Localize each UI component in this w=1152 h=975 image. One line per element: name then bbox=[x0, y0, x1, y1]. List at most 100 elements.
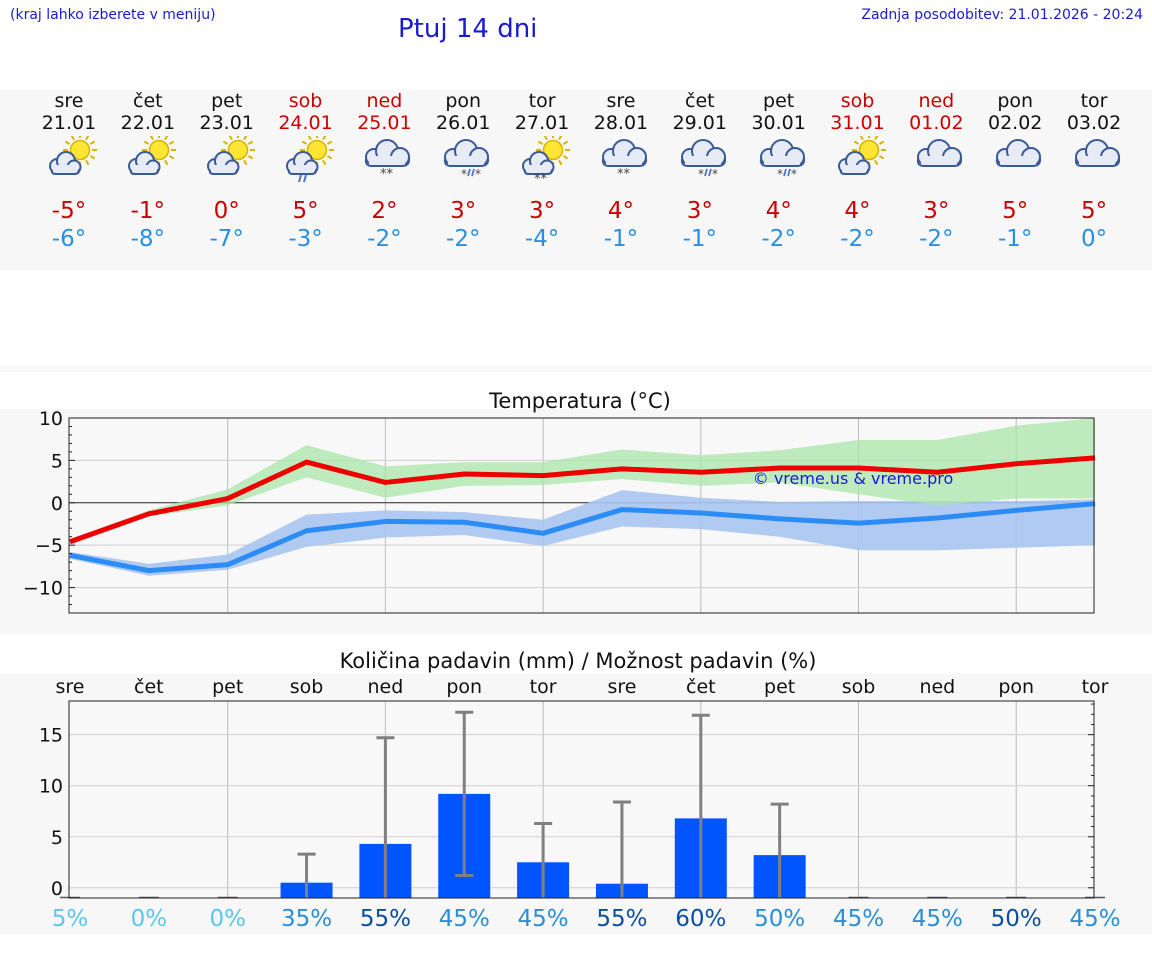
day-name: čet bbox=[685, 90, 715, 112]
precipitation-probability: 5% bbox=[52, 906, 89, 932]
precipitation-probability: 45% bbox=[833, 906, 884, 932]
day-date: 31.01 bbox=[830, 112, 885, 134]
day-name: pet bbox=[763, 90, 795, 112]
day-name: tor bbox=[1080, 90, 1108, 112]
precipitation-chart-title: Količina padavin (mm) / Možnost padavin … bbox=[340, 649, 817, 673]
day-label: sre bbox=[607, 676, 636, 698]
day-name: pon bbox=[445, 90, 482, 112]
day-date: 02.02 bbox=[987, 112, 1043, 134]
precipitation-probability: 0% bbox=[209, 906, 246, 932]
min-temperature: -3° bbox=[288, 226, 323, 252]
day-label: sob bbox=[290, 676, 324, 698]
cloud-icon bbox=[993, 136, 1045, 184]
max-range-band bbox=[70, 418, 1096, 544]
day-name: pon bbox=[997, 90, 1034, 112]
cloud-snow-icon: ** bbox=[599, 136, 651, 184]
precipitation-probability: 55% bbox=[360, 906, 411, 932]
precipitation-probability: 45% bbox=[912, 906, 963, 932]
svg-text:*: * bbox=[461, 167, 467, 181]
precipitation-probability: 50% bbox=[991, 906, 1042, 932]
sun-cloud-rain-icon bbox=[284, 133, 336, 184]
precipitation-probabilities: 5% 0% 0% 35% 55% 45% 45% 55% 60% 50% 45% 45% 50% 45% bbox=[52, 906, 1121, 932]
sun-cloud-snow-icon: ** bbox=[520, 133, 572, 187]
temperature-chart-title: Temperatura (°C) bbox=[488, 389, 671, 413]
svg-text:*: * bbox=[791, 167, 797, 181]
day-label: čet bbox=[686, 676, 716, 698]
day-date: 29.01 bbox=[672, 112, 727, 134]
min-temperature: -8° bbox=[130, 226, 166, 252]
min-temperature-line bbox=[69, 501, 1096, 574]
y-tick-label: 5 bbox=[51, 450, 63, 472]
day-label: pon bbox=[998, 676, 1034, 698]
max-temperature: 5° bbox=[292, 198, 319, 224]
precipitation-bars bbox=[60, 710, 1106, 899]
sun-cloud-icon bbox=[205, 133, 257, 184]
max-temperature: -5° bbox=[51, 198, 87, 224]
day-name: tor bbox=[528, 90, 556, 112]
cloud-icon bbox=[914, 136, 966, 184]
plot-frame bbox=[68, 700, 1095, 899]
day-label: pet bbox=[212, 676, 243, 698]
day-label: sob bbox=[842, 676, 876, 698]
svg-text:*: * bbox=[777, 167, 783, 181]
cloud-sleet-icon: * * bbox=[757, 136, 809, 184]
day-date: 26.01 bbox=[436, 112, 491, 134]
max-temperature: 4° bbox=[765, 198, 792, 224]
day-label: tor bbox=[530, 676, 557, 698]
cloud-sleet-icon: * * bbox=[441, 136, 493, 184]
day-label: pon bbox=[446, 676, 482, 698]
min-temperature: -2° bbox=[367, 226, 402, 252]
min-temperature: -1° bbox=[682, 226, 718, 252]
watermark-text: © vreme.us & vreme.pro bbox=[753, 469, 954, 488]
svg-text:*: * bbox=[698, 167, 704, 181]
day-label: čet bbox=[134, 676, 164, 698]
min-range-band bbox=[70, 490, 1096, 576]
sun-cloud-icon bbox=[836, 133, 888, 184]
temperature-y-axis: 10 5 0 −5 −10 bbox=[23, 408, 1095, 614]
y-tick-label: 10 bbox=[39, 408, 63, 430]
precipitation-probability: 35% bbox=[281, 906, 332, 932]
day-name: sob bbox=[840, 90, 875, 112]
min-temperature: -6° bbox=[51, 226, 87, 252]
y-tick-label: −5 bbox=[35, 535, 63, 557]
max-temperature: 3° bbox=[529, 198, 556, 224]
min-temperature: -2° bbox=[446, 226, 481, 252]
y-tick-label: 0 bbox=[51, 878, 63, 900]
max-temperature-line bbox=[69, 455, 1096, 545]
min-temperature: -4° bbox=[524, 226, 560, 252]
min-temperature: -1° bbox=[603, 226, 639, 252]
precipitation-probability: 50% bbox=[754, 906, 805, 932]
y-tick-label: 15 bbox=[39, 725, 63, 747]
page-title: Ptuj 14 dni bbox=[398, 14, 538, 44]
max-temperature: 3° bbox=[923, 198, 950, 224]
day-name: sre bbox=[606, 90, 636, 112]
y-tick-label: 5 bbox=[51, 827, 63, 849]
day-label: ned bbox=[919, 676, 955, 698]
day-name: sob bbox=[288, 90, 323, 112]
last-update-text: Zadnja posodobitev: 21.01.2026 - 20:24 bbox=[861, 7, 1143, 23]
svg-text:*: * bbox=[712, 167, 718, 181]
location-menu-hint[interactable]: (kraj lahko izberete v meniju) bbox=[10, 7, 216, 23]
day-date: 03.02 bbox=[1066, 112, 1122, 134]
sun-cloud-icon bbox=[126, 133, 178, 184]
day-label: pet bbox=[764, 676, 795, 698]
max-temperature: 4° bbox=[607, 198, 634, 224]
cloud-snow-icon: ** bbox=[362, 136, 414, 184]
max-temperature: 5° bbox=[1002, 198, 1029, 224]
temperature-bands bbox=[70, 418, 1096, 576]
precipitation-probability: 45% bbox=[1069, 906, 1120, 932]
y-tick-label: −10 bbox=[23, 578, 63, 600]
day-label: ned bbox=[368, 676, 404, 698]
day-date: 27.01 bbox=[514, 112, 570, 134]
day-name: pet bbox=[211, 90, 243, 112]
min-temperature: -1° bbox=[997, 226, 1033, 252]
precipitation-day-labels: sre čet pet sob ned pon tor sre čet pet sob ned pon t… bbox=[56, 676, 1109, 698]
day-date: 25.01 bbox=[357, 112, 412, 134]
day-date: 21.01 bbox=[41, 112, 97, 134]
y-tick-label: 0 bbox=[51, 493, 63, 515]
day-date: 28.01 bbox=[593, 112, 649, 134]
precipitation-probability: 45% bbox=[439, 906, 490, 932]
precipitation-probability: 60% bbox=[675, 906, 726, 932]
min-temperature: -2° bbox=[840, 226, 875, 252]
svg-text:**: ** bbox=[380, 167, 394, 182]
